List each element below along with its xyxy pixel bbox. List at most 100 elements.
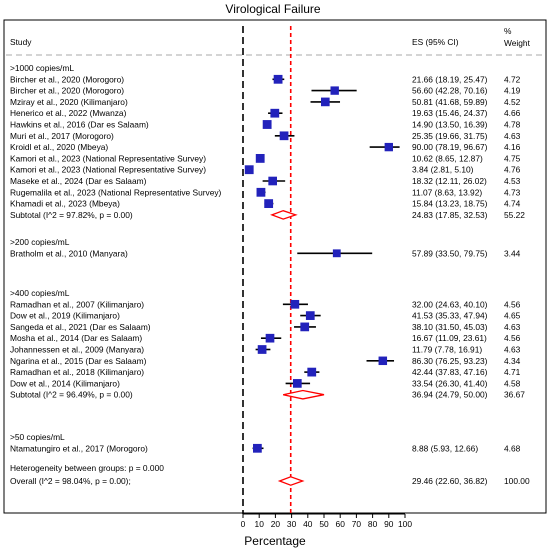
study-es-ci: 15.84 (13.23, 18.75) bbox=[412, 199, 488, 209]
study-weight: 4.56 bbox=[504, 299, 521, 309]
study-es-ci: 86.30 (76.25, 93.23) bbox=[412, 356, 488, 366]
study-weight: 4.16 bbox=[504, 142, 521, 152]
study-weight: 4.52 bbox=[504, 97, 521, 107]
study-label: Ntamatungiro et al., 2017 (Morogoro) bbox=[10, 443, 148, 453]
subtotal-weight: 36.67 bbox=[504, 390, 525, 400]
study-label: Johannessen et al., 2009 (Manyara) bbox=[10, 345, 144, 355]
study-label: Muri et al., 2017 (Morogoro) bbox=[10, 131, 114, 141]
study-es-ci: 56.60 (42.28, 70.16) bbox=[412, 86, 488, 96]
effect-marker bbox=[255, 153, 265, 163]
study-es-ci: 11.07 (8.63, 13.92) bbox=[412, 187, 482, 197]
effect-marker bbox=[384, 142, 393, 152]
study-es-ci: 16.67 (11.09, 23.61) bbox=[412, 333, 487, 343]
study-es-ci: 41.53 (35.33, 47.94) bbox=[412, 311, 488, 321]
subtotal-diamond bbox=[270, 210, 298, 220]
overall-diamond bbox=[277, 476, 305, 486]
study-label: Bratholm et al., 2010 (Manyara) bbox=[10, 248, 128, 258]
study-es-ci: 11.79 (7.78, 16.91) bbox=[412, 345, 482, 355]
header-study: Study bbox=[10, 37, 32, 47]
study-weight: 4.63 bbox=[504, 131, 521, 141]
study-label: Mziray et al., 2020 (Kilimanjaro) bbox=[10, 97, 128, 107]
effect-marker bbox=[279, 131, 289, 141]
x-tick-label: 0 bbox=[241, 519, 246, 529]
study-es-ci: 57.89 (33.50, 79.75) bbox=[412, 248, 488, 258]
effect-marker bbox=[268, 176, 277, 186]
x-tick-label: 60 bbox=[336, 519, 346, 529]
effect-marker bbox=[265, 333, 275, 343]
study-es-ci: 90.00 (78.19, 96.67) bbox=[412, 142, 488, 152]
study-label: Kroidl et al., 2020 (Mbeya) bbox=[10, 142, 108, 152]
study-weight: 4.68 bbox=[504, 443, 521, 453]
study-es-ci: 42.44 (37.83, 47.16) bbox=[412, 367, 488, 377]
effect-marker bbox=[305, 311, 315, 320]
x-axis-label: Percentage bbox=[244, 534, 306, 548]
study-weight: 4.75 bbox=[504, 153, 521, 163]
x-tick-label: 70 bbox=[352, 519, 362, 529]
study-weight: 4.63 bbox=[504, 322, 521, 332]
study-weight: 4.63 bbox=[504, 345, 521, 355]
study-label: Bircher et al., 2020 (Morogoro) bbox=[10, 74, 124, 84]
study-es-ci: 3.84 (2.81, 5.10) bbox=[412, 165, 474, 175]
study-label: Rugemalila et al., 2023 (National Repres… bbox=[10, 187, 222, 197]
study-weight: 4.74 bbox=[504, 199, 521, 209]
study-es-ci: 19.63 (15.46, 24.37) bbox=[412, 108, 488, 118]
study-es-ci: 14.90 (13.50, 16.39) bbox=[412, 120, 488, 130]
study-es-ci: 18.32 (12.11, 26.02) bbox=[412, 176, 487, 186]
study-es-ci: 50.81 (41.68, 59.89) bbox=[412, 97, 488, 107]
study-es-ci: 25.35 (19.66, 31.75) bbox=[412, 131, 488, 141]
study-label: Hawkins et al., 2016 (Dar es Salaam) bbox=[10, 120, 149, 130]
x-tick-label: 10 bbox=[255, 519, 265, 529]
study-label: Maseke et al., 2024 (Dar es Salaam) bbox=[10, 176, 147, 186]
subtotal-label: Subtotal (I^2 = 96.49%, p = 0.00) bbox=[10, 390, 133, 400]
overall-es-ci: 29.46 (22.60, 36.82) bbox=[412, 476, 488, 486]
study-weight: 4.71 bbox=[504, 367, 521, 377]
group-label: >50 copies/mL bbox=[10, 432, 65, 442]
study-label: Henerico et al., 2022 (Mwanza) bbox=[10, 108, 127, 118]
effect-marker bbox=[253, 443, 262, 453]
study-label: Mosha et al., 2014 (Dar es Salaam) bbox=[10, 333, 142, 343]
x-tick-label: 20 bbox=[271, 519, 281, 529]
x-tick-label: 50 bbox=[319, 519, 329, 529]
study-weight: 4.65 bbox=[504, 311, 521, 321]
study-weight: 3.44 bbox=[504, 248, 521, 258]
study-label: Sangeda et al., 2021 (Dar es Salaam) bbox=[10, 322, 151, 332]
group-label: >200 copies/mL bbox=[10, 237, 70, 247]
study-weight: 4.56 bbox=[504, 333, 521, 343]
x-tick-label: 90 bbox=[384, 519, 394, 529]
effect-marker bbox=[262, 120, 272, 129]
effect-marker bbox=[292, 379, 302, 388]
effect-marker bbox=[264, 199, 274, 209]
group-label: >400 copies/mL bbox=[10, 288, 70, 298]
study-weight: 4.72 bbox=[504, 74, 521, 84]
study-label: Ramadhan et al., 2018 (Kilimanjaro) bbox=[10, 367, 144, 377]
effect-marker bbox=[307, 367, 317, 377]
effect-marker bbox=[256, 187, 266, 197]
study-label: Ramadhan et al., 2007 (Kilimanjaro) bbox=[10, 299, 144, 309]
subtotal-es-ci: 36.94 (24.79, 50.00) bbox=[412, 390, 488, 400]
study-weight: 4.58 bbox=[504, 378, 521, 388]
effect-marker bbox=[270, 108, 280, 118]
effect-marker bbox=[330, 86, 339, 95]
study-weight: 4.53 bbox=[504, 176, 521, 186]
header-percent: % bbox=[504, 26, 512, 36]
effect-marker bbox=[244, 165, 254, 175]
study-weight: 4.34 bbox=[504, 356, 521, 366]
study-es-ci: 38.10 (31.50, 45.03) bbox=[412, 322, 488, 332]
plot-frame bbox=[3, 19, 547, 514]
table-headers: Study ES (95% CI)% Weight bbox=[6, 26, 544, 56]
study-weight: 4.19 bbox=[504, 86, 521, 96]
header-weight: Weight bbox=[504, 38, 531, 48]
study-weight: 4.76 bbox=[504, 165, 521, 175]
x-tick-label: 40 bbox=[303, 519, 313, 529]
subtotal-diamond bbox=[283, 389, 325, 400]
study-es-ci: 8.88 (5.93, 12.66) bbox=[412, 443, 478, 453]
study-weight: 4.73 bbox=[504, 187, 521, 197]
study-es-ci: 21.66 (18.19, 25.47) bbox=[412, 74, 488, 84]
study-weight: 4.66 bbox=[504, 108, 521, 118]
effect-marker bbox=[320, 97, 330, 107]
study-es-ci: 33.54 (26.30, 41.40) bbox=[412, 378, 488, 388]
x-tick-label: 100 bbox=[398, 519, 412, 529]
